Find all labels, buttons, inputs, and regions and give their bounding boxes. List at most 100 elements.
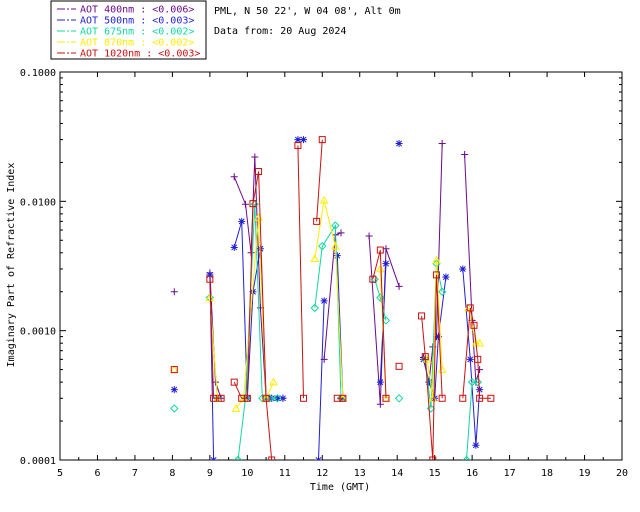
series-line xyxy=(462,307,491,399)
data-point xyxy=(230,243,238,251)
data-point xyxy=(434,333,442,341)
x-tick-label: 16 xyxy=(466,468,478,479)
data-point xyxy=(382,394,390,402)
series-line xyxy=(464,154,481,383)
series-line xyxy=(374,279,387,321)
data-point xyxy=(251,153,259,161)
x-tick-label: 17 xyxy=(504,468,516,479)
data-point xyxy=(294,136,302,144)
data-point xyxy=(233,455,243,460)
legend-label: AOT 500nm : <0.003> xyxy=(80,16,194,27)
data-point xyxy=(437,287,447,296)
y-tick-label: 0.0100 xyxy=(20,197,56,208)
data-point xyxy=(331,221,340,230)
data-point xyxy=(394,394,404,403)
series-line xyxy=(426,260,443,399)
data-point xyxy=(206,275,214,283)
data-point xyxy=(262,394,270,402)
y-tick-label: 0.1000 xyxy=(20,68,56,79)
data-point xyxy=(459,265,467,273)
data-point xyxy=(376,293,385,302)
data-point xyxy=(273,394,282,403)
data-point xyxy=(318,241,327,251)
data-point xyxy=(339,394,347,402)
data-point xyxy=(269,377,278,386)
x-tick-label: 14 xyxy=(391,468,403,479)
data-point xyxy=(170,386,178,394)
data-point xyxy=(376,246,384,254)
data-point xyxy=(432,255,441,264)
data-point xyxy=(476,394,484,402)
series-line xyxy=(462,268,481,446)
series-line xyxy=(421,274,443,460)
data-point xyxy=(370,274,379,284)
data-point xyxy=(170,288,178,296)
data-point xyxy=(438,394,446,402)
data-point xyxy=(217,394,225,402)
data-point xyxy=(238,217,246,225)
data-point xyxy=(375,264,385,273)
data-point xyxy=(206,271,214,279)
data-series xyxy=(169,136,495,460)
legend-label: AOT 400nm : <0.006> xyxy=(80,5,194,16)
x-tick-label: 8 xyxy=(169,468,175,479)
legend-label: AOT 1020nm : <0.003> xyxy=(80,49,200,60)
series-line xyxy=(237,204,278,460)
data-point xyxy=(462,455,471,460)
x-tick-label: 11 xyxy=(279,468,291,479)
series-line xyxy=(316,139,323,222)
x-tick-label: 19 xyxy=(579,468,591,479)
data-point xyxy=(365,232,373,240)
data-point xyxy=(249,200,257,208)
data-point xyxy=(470,321,478,329)
axis-ticks xyxy=(59,71,623,461)
data-point xyxy=(231,404,241,412)
data-point xyxy=(243,394,251,402)
series-3 xyxy=(170,200,482,460)
x-tick-label: 20 xyxy=(616,468,628,479)
y-tick-label: 0.0010 xyxy=(20,327,56,338)
x-tick-label: 6 xyxy=(94,468,100,479)
data-point xyxy=(273,394,281,402)
data-point xyxy=(429,456,437,460)
data-point xyxy=(210,394,218,402)
data-point xyxy=(279,394,287,402)
data-point xyxy=(425,378,433,386)
data-point xyxy=(467,377,477,387)
data-point xyxy=(376,378,384,386)
data-point xyxy=(249,288,257,296)
data-point xyxy=(230,173,238,181)
data-point xyxy=(319,195,329,204)
data-point xyxy=(438,140,446,148)
series-line xyxy=(372,249,387,399)
data-point xyxy=(331,241,340,250)
data-point xyxy=(428,393,438,402)
data-point xyxy=(310,254,320,263)
y-axis-label: Imaginary Part of Refractive Index xyxy=(6,163,17,368)
data-point xyxy=(459,394,467,402)
x-tick-label: 18 xyxy=(541,468,553,479)
data-point xyxy=(170,366,178,374)
date-header: Data from: 20 Aug 2024 xyxy=(214,26,346,37)
data-point xyxy=(395,362,403,370)
data-point xyxy=(418,312,426,320)
legend: AOT 400nm : <0.006>AOT 500nm : <0.003>AO… xyxy=(50,0,207,60)
legend-box xyxy=(50,0,207,60)
series-5 xyxy=(170,136,495,460)
x-tick-label: 7 xyxy=(132,468,138,479)
data-point xyxy=(395,282,403,290)
series-line xyxy=(314,200,344,399)
data-point xyxy=(241,200,249,208)
data-point xyxy=(442,273,450,281)
legend-label: AOT 675nm : <0.002> xyxy=(80,27,194,38)
data-point xyxy=(213,394,222,403)
data-point xyxy=(369,275,377,283)
data-point xyxy=(256,245,264,253)
data-point xyxy=(475,338,484,347)
data-point xyxy=(250,200,260,209)
data-point xyxy=(170,404,179,413)
data-point xyxy=(461,151,469,159)
data-point xyxy=(230,378,238,386)
